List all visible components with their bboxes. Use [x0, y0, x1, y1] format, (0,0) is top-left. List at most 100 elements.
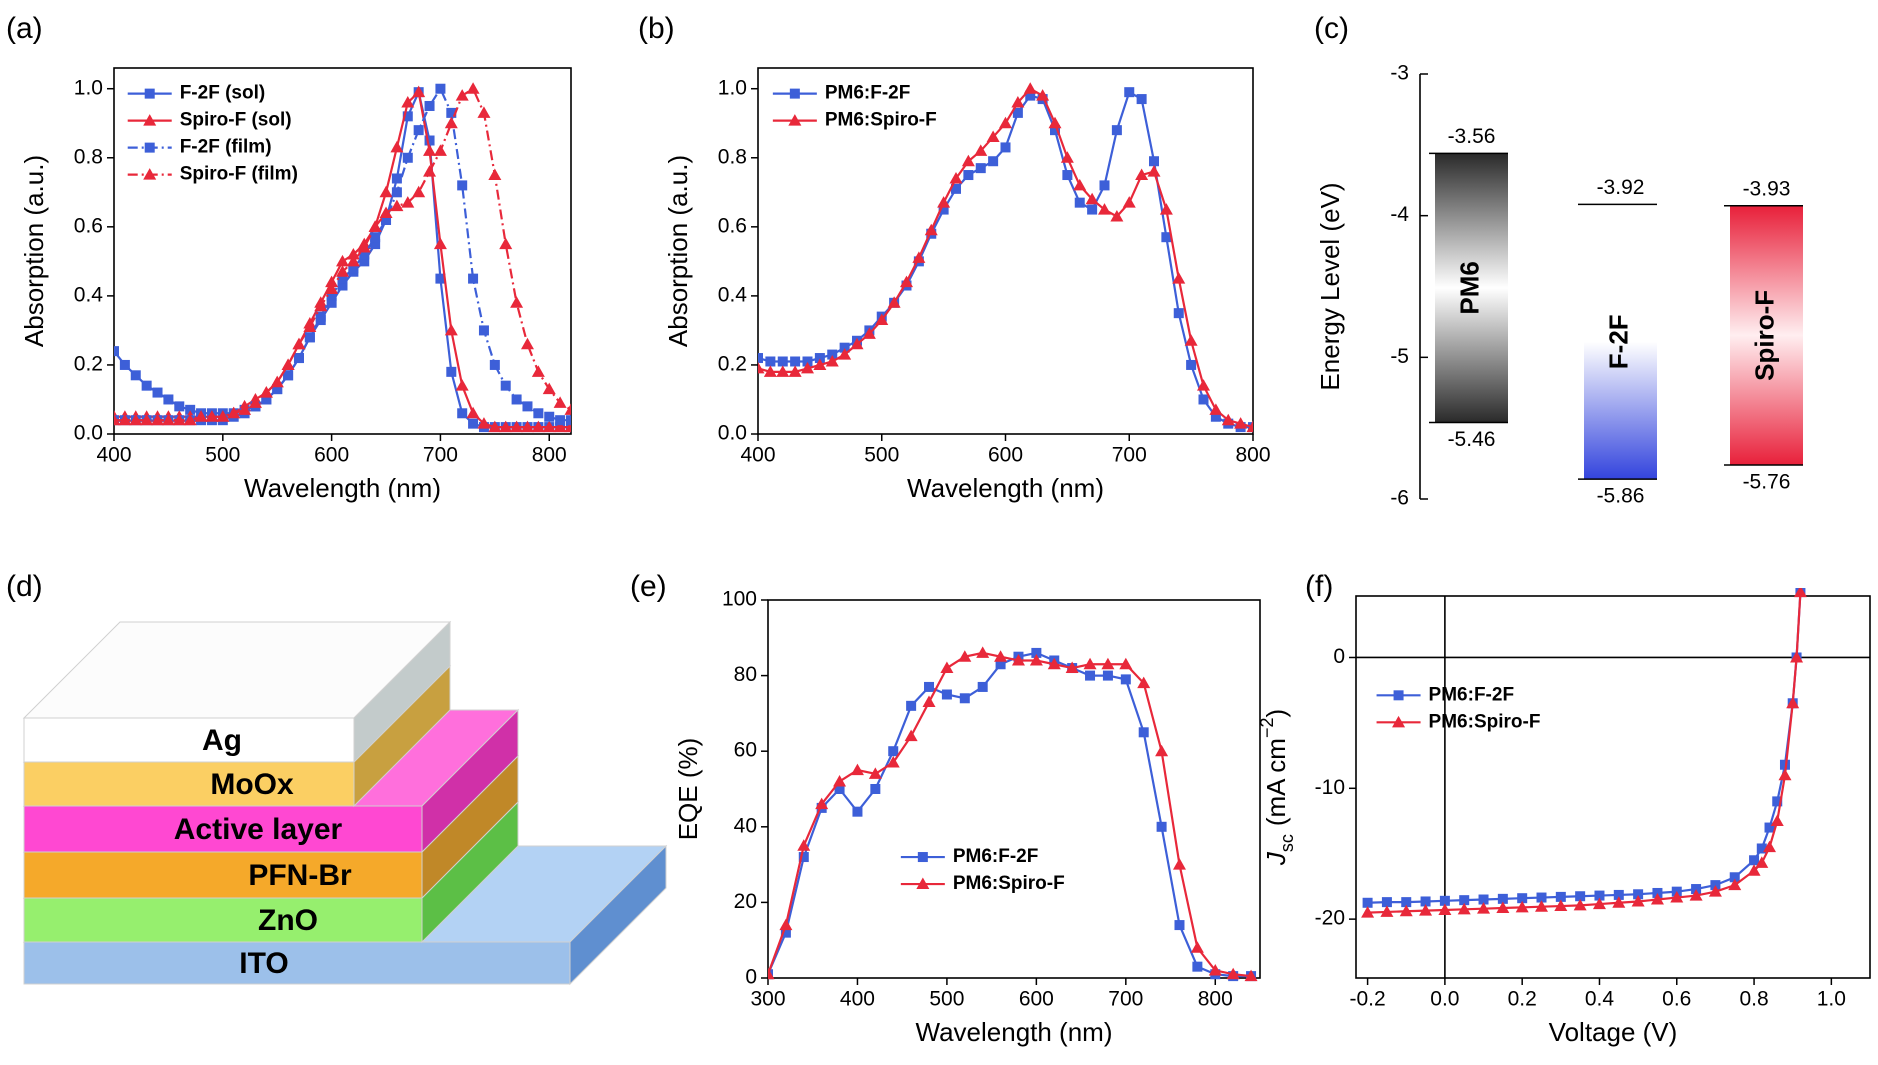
x-tick-label: 500 [929, 988, 964, 1011]
data-point [1085, 671, 1095, 681]
x-tick-label: 1.0 [1817, 988, 1846, 1011]
data-point [1087, 205, 1097, 215]
data-point [978, 682, 988, 692]
data-point [479, 325, 489, 335]
data-point [566, 415, 576, 425]
data-point [467, 82, 480, 94]
data-point [336, 255, 349, 267]
data-point [1749, 855, 1759, 865]
data-point [554, 396, 567, 408]
data-point [533, 408, 543, 418]
data-point [1112, 125, 1122, 135]
data-point [380, 186, 393, 198]
data-point [1778, 769, 1791, 781]
data-point [305, 332, 315, 342]
layer-front [24, 898, 422, 942]
lumo-label: -3.56 [1448, 125, 1496, 148]
y-axis-label: Energy Level (eV) [1315, 182, 1345, 390]
data-point [940, 662, 953, 674]
y-tick-label: 60 [734, 739, 757, 762]
series-group [752, 82, 1260, 432]
y-tick-label: 0.4 [718, 283, 748, 306]
x-axis-label: Wavelength (nm) [244, 473, 441, 503]
data-point [468, 419, 478, 429]
x-tick-label: 700 [1108, 988, 1143, 1011]
x-tick-label: 0.8 [1739, 988, 1768, 1011]
data-point [999, 117, 1012, 129]
legend-marker [145, 143, 155, 153]
data-point [1139, 727, 1149, 737]
data-point [131, 370, 141, 380]
data-point [1124, 87, 1134, 97]
data-point [174, 401, 184, 411]
data-point [292, 338, 305, 350]
y-tick-label: -10 [1315, 776, 1345, 799]
data-point [1157, 822, 1167, 832]
legend-marker [145, 89, 155, 99]
data-point [282, 358, 295, 370]
x-tick-label: 500 [864, 444, 899, 467]
data-point [923, 696, 936, 708]
y-tick-label: 0 [745, 966, 757, 989]
data-point [1191, 941, 1204, 953]
data-point [434, 144, 447, 156]
y-tick-label: 0.2 [718, 352, 747, 375]
layer-label: PFN-Br [248, 859, 352, 892]
data-point [423, 144, 436, 156]
x-tick-label: 800 [1235, 444, 1270, 467]
data-point [512, 394, 522, 404]
data-point [976, 646, 989, 658]
x-tick-label: 0.0 [1430, 988, 1459, 1011]
panel-label: (e) [630, 570, 667, 603]
y-axis-label-part: ) [1261, 709, 1291, 718]
y-axis-label: Jsc(mA cm−2) [1257, 709, 1297, 866]
data-point [488, 169, 501, 181]
legend-label: PM6:Spiro-F [825, 110, 937, 131]
y-tick-label: -4 [1390, 203, 1409, 226]
data-point [477, 106, 490, 118]
panel-label: (d) [6, 570, 43, 603]
y-tick-label: 0.4 [74, 283, 104, 306]
x-tick-label: 400 [96, 444, 131, 467]
data-point [1073, 179, 1086, 191]
y-axis-label: Absorption (a.u.) [19, 155, 49, 347]
y-tick-label: 20 [734, 890, 757, 913]
data-point [425, 101, 435, 111]
data-point [833, 775, 846, 787]
data-point [163, 394, 173, 404]
data-point [1062, 170, 1072, 180]
y-tick-label: -20 [1315, 907, 1345, 930]
homo-label: -5.86 [1597, 485, 1645, 508]
data-point [490, 360, 500, 370]
data-point [1149, 156, 1159, 166]
y-axis-label-part: −2 [1257, 718, 1277, 739]
layer-front [24, 852, 422, 898]
data-point [852, 807, 862, 817]
data-point [1123, 196, 1136, 208]
data-point [403, 153, 413, 163]
data-point [544, 412, 554, 422]
x-tick-label: -0.2 [1350, 988, 1386, 1011]
x-tick-label: 800 [1198, 988, 1233, 1011]
data-point [1199, 394, 1209, 404]
data-point [1192, 962, 1202, 972]
homo-label: -5.46 [1448, 428, 1496, 451]
lumo-label: -3.92 [1597, 176, 1645, 199]
series-group [108, 82, 578, 432]
data-point [1121, 674, 1131, 684]
data-point [434, 238, 447, 250]
data-point [370, 232, 380, 242]
data-point [271, 376, 284, 388]
data-point [1001, 142, 1011, 152]
legend-label: F-2F (sol) [180, 83, 266, 104]
y-tick-label: 0.2 [74, 352, 103, 375]
x-tick-label: 700 [1112, 444, 1147, 467]
data-point [499, 238, 512, 250]
series-group [762, 646, 1258, 981]
y-tick-label: -6 [1390, 487, 1409, 510]
series-line [758, 89, 1253, 427]
legend-label: Spiro-F (sol) [180, 110, 292, 131]
data-point [153, 388, 163, 398]
y-tick-label: 1.0 [74, 76, 103, 99]
